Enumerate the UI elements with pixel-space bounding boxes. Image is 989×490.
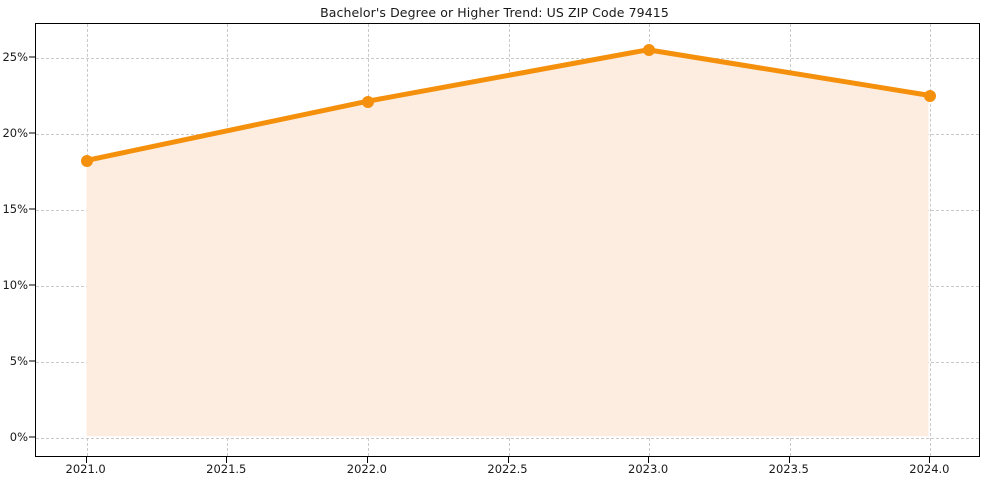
x-axis-tick-mark — [85, 457, 87, 463]
x-axis-tick-mark — [648, 457, 650, 463]
chart-title: Bachelor's Degree or Higher Trend: US ZI… — [320, 5, 669, 20]
data-point-marker[interactable] — [361, 95, 374, 108]
x-axis-tick-label: 2023.5 — [768, 462, 809, 476]
x-axis-tick-label: 2021.0 — [65, 462, 106, 476]
data-markers — [36, 24, 979, 456]
x-axis-tick-label: 2024.0 — [909, 462, 950, 476]
y-axis-tick-label: 5% — [9, 354, 28, 369]
x-axis-tick-mark — [366, 457, 368, 463]
y-axis-tick-mark — [29, 56, 35, 57]
data-point-marker[interactable] — [643, 43, 656, 56]
y-axis-tick-mark — [29, 436, 35, 438]
plot-area — [35, 23, 980, 457]
y-axis-tick-label: 10% — [2, 277, 28, 292]
x-axis-tick-label: 2023.0 — [628, 462, 669, 476]
trend-line-path — [84, 47, 931, 163]
y-axis-tick-mark — [29, 132, 35, 134]
area-fill — [86, 49, 929, 437]
y-axis-tick-label: 20% — [2, 125, 28, 140]
y-axis-tick-mark — [29, 284, 35, 286]
y-axis-tick-mark — [29, 360, 35, 362]
data-point-marker[interactable] — [924, 89, 937, 102]
x-axis-tick-label: 2021.5 — [206, 462, 247, 476]
area-fill-path — [86, 49, 929, 437]
data-point-marker[interactable] — [80, 155, 93, 168]
y-axis-tick-label: 15% — [2, 201, 28, 216]
x-axis-tick-mark — [507, 457, 509, 463]
x-axis-tick-mark — [226, 457, 228, 463]
x-axis-tick-label: 2022.5 — [487, 462, 528, 476]
y-axis-tick-mark — [29, 208, 35, 210]
trend-line — [84, 47, 931, 163]
y-axis-tick-label: 0% — [9, 430, 28, 445]
x-axis-tick-label: 2022.0 — [346, 462, 387, 476]
x-axis-tick-mark — [788, 457, 790, 463]
x-axis-tick-mark — [929, 457, 931, 463]
y-axis-tick-label: 25% — [2, 49, 28, 64]
